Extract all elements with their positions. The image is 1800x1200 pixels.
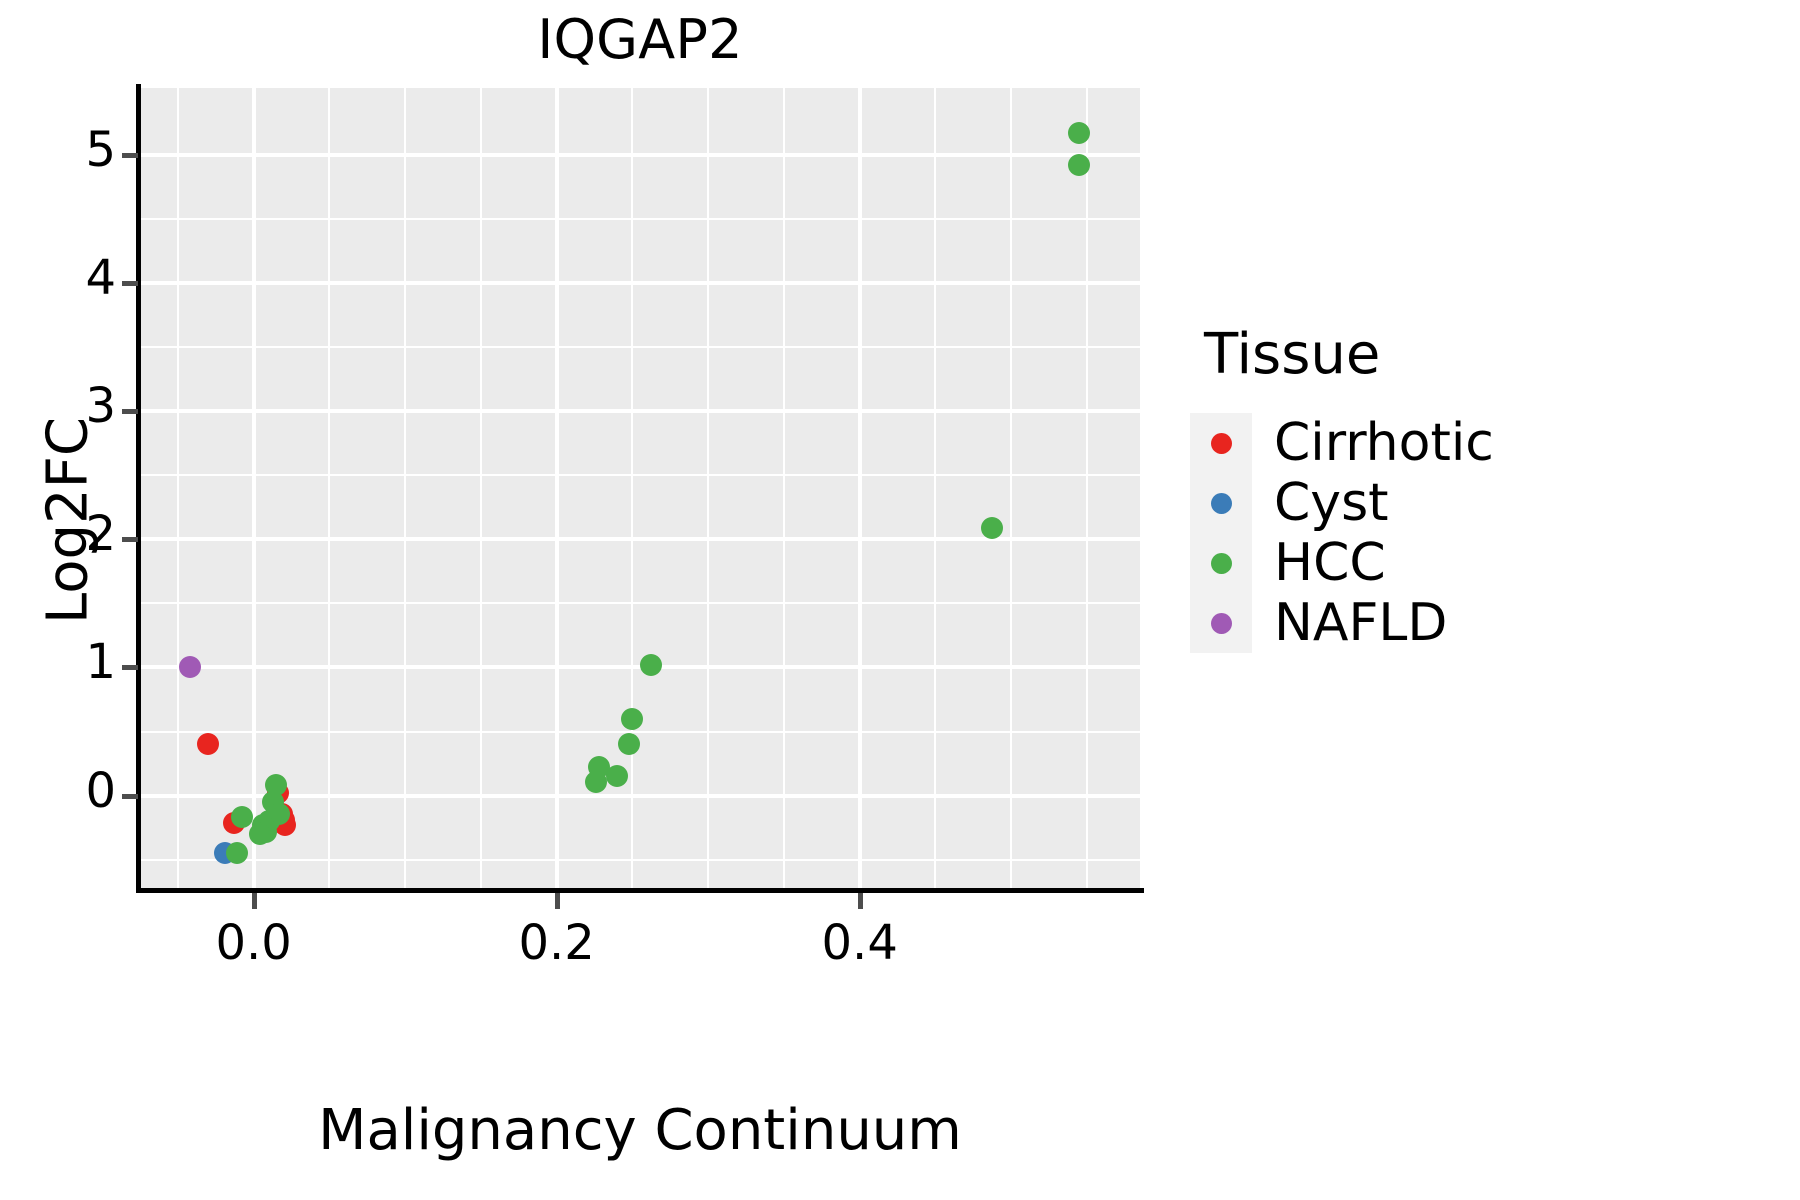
data-point-hcc [230,806,253,829]
gridline-vertical-minor [1010,88,1013,888]
gridline-horizontal-minor [140,217,1140,220]
x-tick-mark [251,893,257,909]
gridline-horizontal-minor [140,474,1140,477]
legend: Tissue Cirrhotic Cyst HCC NAFLD [1190,322,1790,653]
y-tick-label: 1 [85,634,116,691]
data-point-hcc [621,707,644,730]
gridline-horizontal-major [140,409,1140,414]
data-point-hcc [606,765,629,788]
y-tick-label: 5 [85,121,116,178]
gridline-vertical-minor [404,88,407,888]
legend-items: Cirrhotic Cyst HCC NAFLD [1190,413,1790,653]
data-point-hcc [248,823,271,846]
y-tick-label: 2 [85,506,116,563]
gridline-horizontal-minor [140,730,1140,733]
gridline-vertical-major [857,88,862,888]
gridline-vertical-minor [1085,88,1088,888]
gridline-vertical-minor [934,88,937,888]
gridline-horizontal-major [140,280,1140,285]
legend-item-hcc[interactable]: HCC [1190,533,1790,593]
legend-key-swatch [1190,533,1252,593]
gridline-horizontal-major [140,537,1140,542]
gridline-vertical-major [554,88,559,888]
data-point-hcc [1068,153,1091,176]
data-point-hcc [980,516,1003,539]
legend-key-swatch [1190,593,1252,653]
chart-title: IQGAP2 [537,8,743,71]
gridline-vertical-minor [631,88,634,888]
legend-item-nafld[interactable]: NAFLD [1190,593,1790,653]
gridline-vertical-minor [707,88,710,888]
plot-panel [140,88,1140,888]
data-point-hcc [225,842,248,865]
y-tick-mark [122,665,138,671]
legend-item-cyst[interactable]: Cyst [1190,473,1790,533]
x-tick-label: 0.4 [821,915,898,971]
gridline-horizontal-major [140,152,1140,157]
legend-item-cirrhotic[interactable]: Cirrhotic [1190,413,1790,473]
data-point-hcc [585,770,608,793]
x-axis-title: Malignancy Continuum [318,1098,962,1163]
y-axis-line [136,84,141,892]
y-tick-label: 0 [85,762,116,819]
legend-key-swatch [1190,473,1252,533]
legend-dot-icon [1210,492,1232,514]
y-tick-mark [122,280,138,286]
y-tick-label: 3 [85,378,116,435]
data-point-nafld [179,656,201,679]
legend-item-label: HCC [1274,533,1386,593]
legend-item-label: Cyst [1274,473,1389,533]
y-axis-title: Log2FC [35,417,101,624]
data-point-hcc [1068,121,1091,144]
data-point-cirrhotic [197,733,220,756]
legend-title: Tissue [1204,322,1381,387]
x-tick-label: 0.0 [215,915,292,971]
y-tick-mark [122,537,138,543]
legend-dot-icon [1210,432,1232,454]
x-axis-line [136,888,1144,893]
gridline-vertical-minor [782,88,785,888]
x-tick-mark [857,893,863,909]
legend-dot-icon [1210,552,1232,574]
gridline-vertical-minor [328,88,331,888]
legend-item-label: Cirrhotic [1274,413,1494,473]
legend-dot-icon [1210,612,1232,634]
y-tick-label: 4 [85,249,116,306]
gridline-horizontal-minor [140,602,1140,605]
legend-key-swatch [1190,413,1252,473]
x-tick-label: 0.2 [518,915,595,971]
y-tick-mark [122,152,138,158]
data-point-hcc [639,653,662,676]
legend-item-label: NAFLD [1274,593,1448,653]
gridline-horizontal-minor [140,858,1140,861]
y-tick-mark [122,793,138,799]
gridline-vertical-minor [479,88,482,888]
gridline-horizontal-major [140,793,1140,798]
gridline-vertical-minor [176,88,179,888]
x-tick-mark [554,893,560,909]
data-point-hcc [265,774,288,797]
y-tick-mark [122,409,138,415]
gridline-horizontal-minor [140,345,1140,348]
data-point-hcc [618,733,641,756]
gridline-vertical-major [251,88,256,888]
